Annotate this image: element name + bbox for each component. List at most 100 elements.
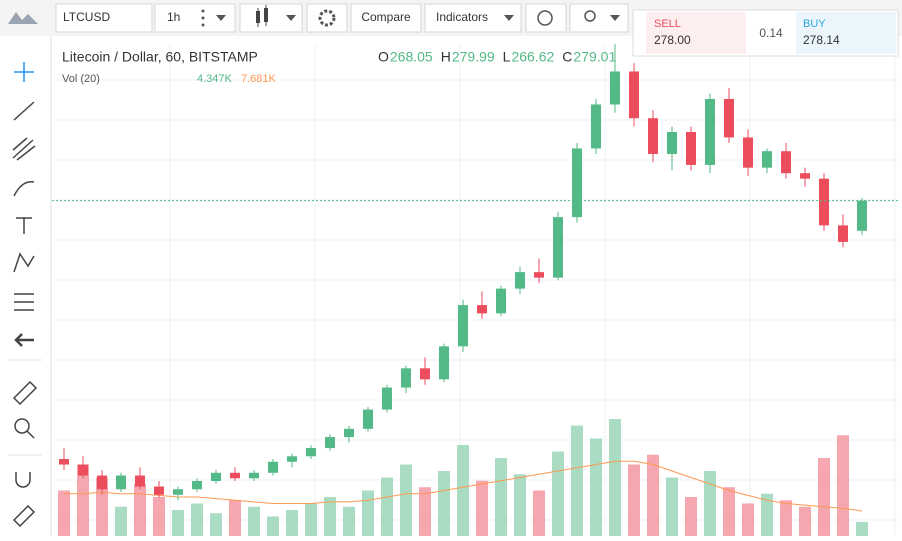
- candle-body: [667, 131, 677, 154]
- volume-bar: [514, 474, 526, 536]
- volume-bar: [286, 510, 298, 536]
- candle-body: [648, 118, 658, 154]
- candle-body: [458, 305, 468, 347]
- spread: 0.14: [759, 26, 783, 40]
- candle-body: [363, 409, 373, 429]
- volume-bar: [628, 464, 640, 536]
- volume-bar: [495, 458, 507, 536]
- volume-bar: [248, 506, 260, 536]
- candle-body: [116, 475, 126, 490]
- candle-body: [154, 486, 164, 495]
- candle-body: [97, 475, 107, 490]
- volume-bar: [799, 506, 811, 536]
- volume-bar: [343, 506, 355, 536]
- candle-body: [572, 148, 582, 218]
- plot-area: [52, 44, 900, 536]
- candle-body: [857, 200, 867, 231]
- dropdown-arrow[interactable]: [504, 15, 514, 21]
- volume-bar: [381, 477, 393, 536]
- volume-bar: [837, 435, 849, 536]
- volume-bar: [856, 521, 868, 536]
- candle-body: [439, 346, 449, 380]
- volume-bar: [172, 510, 184, 536]
- volume-bar: [362, 490, 374, 536]
- candle-body: [135, 475, 145, 487]
- ohlc-value: 266.62: [511, 49, 554, 65]
- dropdown-arrow[interactable]: [216, 15, 226, 21]
- buy-button[interactable]: [796, 12, 896, 54]
- volume-bar: [647, 454, 659, 536]
- candle-body: [553, 217, 563, 278]
- left-toolbar: [0, 36, 50, 536]
- symbol[interactable]: LTCUSD: [63, 10, 110, 24]
- candle-body: [629, 71, 639, 119]
- chart-title: Litecoin / Dollar, 60, BITSTAMP: [62, 49, 258, 65]
- candle-body: [496, 288, 506, 314]
- sell-button[interactable]: [646, 12, 746, 54]
- candle-body: [686, 131, 696, 165]
- volume-title: Vol (20): [62, 73, 100, 85]
- ohlc-key: O: [378, 49, 389, 65]
- tool-icons[interactable]: [12, 62, 38, 528]
- alert-box[interactable]: [525, 3, 567, 33]
- volume-bar: [723, 487, 735, 536]
- volume-value: 4.347K: [197, 73, 233, 85]
- volume-bar: [590, 438, 602, 536]
- indicators-button[interactable]: Indicators: [436, 10, 488, 24]
- dropdown-arrow[interactable]: [286, 15, 296, 21]
- compare-button[interactable]: Compare: [361, 10, 411, 24]
- volume-bar: [324, 497, 336, 536]
- ohlc-key: H: [441, 49, 451, 65]
- ideas-icon[interactable]: [584, 10, 596, 22]
- settings-icon[interactable]: [318, 9, 336, 27]
- volume-bar: [704, 471, 716, 536]
- volume-bar: [77, 464, 89, 536]
- candle-body: [705, 98, 715, 165]
- candle-body: [230, 472, 240, 479]
- candle-body: [268, 461, 278, 473]
- candle-body: [59, 459, 69, 465]
- candle-body: [211, 472, 221, 482]
- volume-bar: [115, 506, 127, 536]
- dropdown-arrow[interactable]: [610, 15, 620, 21]
- volume-bar: [438, 471, 450, 536]
- volume-bar: [305, 503, 317, 536]
- ohlc-legend: O 268.05 H 279.99 L 266.62 C 279.01: [378, 49, 616, 65]
- alert-icon[interactable]: [537, 10, 553, 26]
- candle-body: [325, 437, 335, 449]
- buy-label[interactable]: BUY: [803, 18, 826, 30]
- volume-bar: [419, 487, 431, 536]
- candle-body: [477, 305, 487, 314]
- candle-body: [173, 489, 183, 495]
- candle-body: [192, 481, 202, 490]
- volume-bar: [609, 419, 621, 536]
- candle-body: [800, 173, 810, 179]
- buy-price[interactable]: 278.14: [803, 33, 840, 47]
- candle-body: [781, 151, 791, 174]
- candle-body: [515, 272, 525, 289]
- candle-body: [819, 178, 829, 226]
- sell-price[interactable]: 278.00: [654, 33, 691, 47]
- candle-body: [344, 428, 354, 438]
- candle-body: [724, 98, 734, 138]
- more-icon[interactable]: [201, 9, 205, 27]
- volume-bar: [666, 477, 678, 536]
- ohlc-key: C: [562, 49, 572, 65]
- indicators-box[interactable]: [424, 3, 522, 33]
- ohlc-value: 279.01: [573, 49, 616, 65]
- volume-bar: [685, 497, 697, 536]
- candle-body: [382, 387, 392, 410]
- settings-box[interactable]: [306, 3, 348, 33]
- candle-body: [401, 368, 411, 388]
- candle-body: [743, 137, 753, 168]
- sell-label[interactable]: SELL: [654, 18, 681, 30]
- ideas-box[interactable]: [569, 3, 629, 33]
- candle-icon[interactable]: [256, 5, 268, 27]
- compare-box[interactable]: [350, 3, 422, 33]
- symbol-box[interactable]: [55, 3, 153, 33]
- interval[interactable]: 1h: [167, 10, 180, 24]
- volume-bar: [742, 503, 754, 536]
- volume-bar: [153, 497, 165, 536]
- candle-body: [78, 464, 88, 476]
